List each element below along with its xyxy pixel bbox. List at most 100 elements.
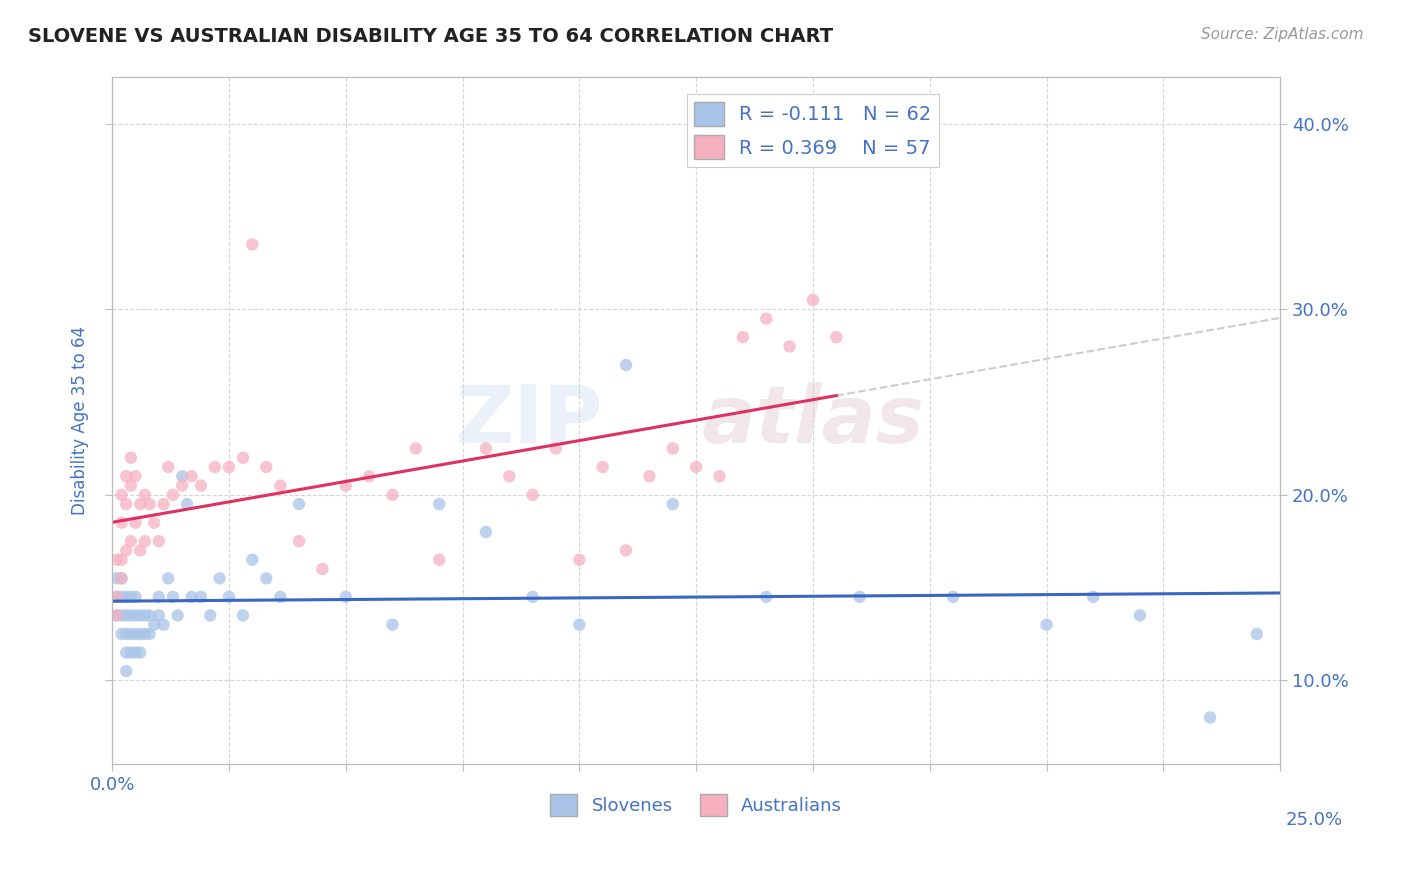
Point bbox=[120, 478, 142, 492]
Point bbox=[427, 497, 450, 511]
Point bbox=[254, 460, 277, 475]
Point bbox=[427, 553, 450, 567]
Point bbox=[1199, 710, 1222, 724]
Point bbox=[359, 469, 381, 483]
Point bbox=[124, 627, 146, 641]
Text: atlas: atlas bbox=[702, 382, 924, 459]
Point bbox=[162, 488, 184, 502]
Point bbox=[148, 534, 170, 549]
Point bbox=[942, 590, 965, 604]
Point bbox=[240, 553, 263, 567]
Point bbox=[568, 553, 591, 567]
Point bbox=[232, 450, 254, 465]
Point bbox=[1035, 617, 1057, 632]
Point bbox=[335, 590, 357, 604]
Point bbox=[731, 330, 754, 344]
Point bbox=[1246, 627, 1268, 641]
Point bbox=[755, 590, 778, 604]
Point bbox=[825, 330, 848, 344]
Point bbox=[105, 590, 128, 604]
Point bbox=[110, 608, 132, 623]
Point bbox=[129, 497, 152, 511]
Point bbox=[157, 460, 180, 475]
Point bbox=[110, 627, 132, 641]
Point bbox=[522, 488, 544, 502]
Point bbox=[1083, 590, 1105, 604]
Point bbox=[105, 553, 128, 567]
Point bbox=[120, 608, 142, 623]
Point bbox=[134, 608, 156, 623]
Point bbox=[143, 516, 166, 530]
Point bbox=[288, 534, 311, 549]
Point bbox=[105, 608, 128, 623]
Text: 25.0%: 25.0% bbox=[1285, 811, 1343, 829]
Point bbox=[138, 608, 160, 623]
Point bbox=[288, 497, 311, 511]
Point bbox=[138, 497, 160, 511]
Point bbox=[115, 543, 138, 558]
Point bbox=[157, 571, 180, 585]
Point bbox=[129, 608, 152, 623]
Point bbox=[200, 608, 222, 623]
Point bbox=[180, 590, 202, 604]
Point bbox=[115, 497, 138, 511]
Point bbox=[614, 358, 637, 372]
Point bbox=[148, 590, 170, 604]
Point bbox=[115, 469, 138, 483]
Point bbox=[475, 442, 498, 456]
Point bbox=[755, 311, 778, 326]
Point bbox=[115, 627, 138, 641]
Point bbox=[254, 571, 277, 585]
Point bbox=[115, 664, 138, 678]
Point bbox=[124, 469, 146, 483]
Point bbox=[134, 534, 156, 549]
Point bbox=[115, 608, 138, 623]
Point bbox=[105, 590, 128, 604]
Point bbox=[138, 627, 160, 641]
Point bbox=[143, 617, 166, 632]
Point bbox=[190, 478, 212, 492]
Point bbox=[405, 442, 427, 456]
Point bbox=[110, 590, 132, 604]
Point bbox=[124, 516, 146, 530]
Point bbox=[269, 590, 291, 604]
Point bbox=[204, 460, 226, 475]
Point bbox=[592, 460, 614, 475]
Point bbox=[110, 571, 132, 585]
Point bbox=[779, 339, 801, 353]
Point bbox=[176, 497, 198, 511]
Point bbox=[110, 488, 132, 502]
Point bbox=[232, 608, 254, 623]
Point bbox=[110, 571, 132, 585]
Legend: Slovenes, Australians: Slovenes, Australians bbox=[543, 787, 849, 823]
Point bbox=[568, 617, 591, 632]
Point bbox=[166, 608, 188, 623]
Point bbox=[124, 608, 146, 623]
Point bbox=[638, 469, 661, 483]
Point bbox=[522, 590, 544, 604]
Point bbox=[381, 617, 404, 632]
Point bbox=[218, 590, 240, 604]
Point bbox=[120, 590, 142, 604]
Point bbox=[190, 590, 212, 604]
Point bbox=[662, 497, 685, 511]
Point bbox=[709, 469, 731, 483]
Point bbox=[269, 478, 291, 492]
Point bbox=[110, 553, 132, 567]
Point bbox=[134, 627, 156, 641]
Point bbox=[129, 543, 152, 558]
Point bbox=[120, 627, 142, 641]
Point bbox=[381, 488, 404, 502]
Point bbox=[105, 571, 128, 585]
Point bbox=[105, 608, 128, 623]
Point bbox=[311, 562, 333, 576]
Point bbox=[240, 237, 263, 252]
Point bbox=[129, 646, 152, 660]
Point bbox=[1129, 608, 1152, 623]
Point bbox=[162, 590, 184, 604]
Point bbox=[218, 460, 240, 475]
Point bbox=[124, 646, 146, 660]
Point bbox=[172, 478, 194, 492]
Point bbox=[662, 442, 685, 456]
Point bbox=[208, 571, 231, 585]
